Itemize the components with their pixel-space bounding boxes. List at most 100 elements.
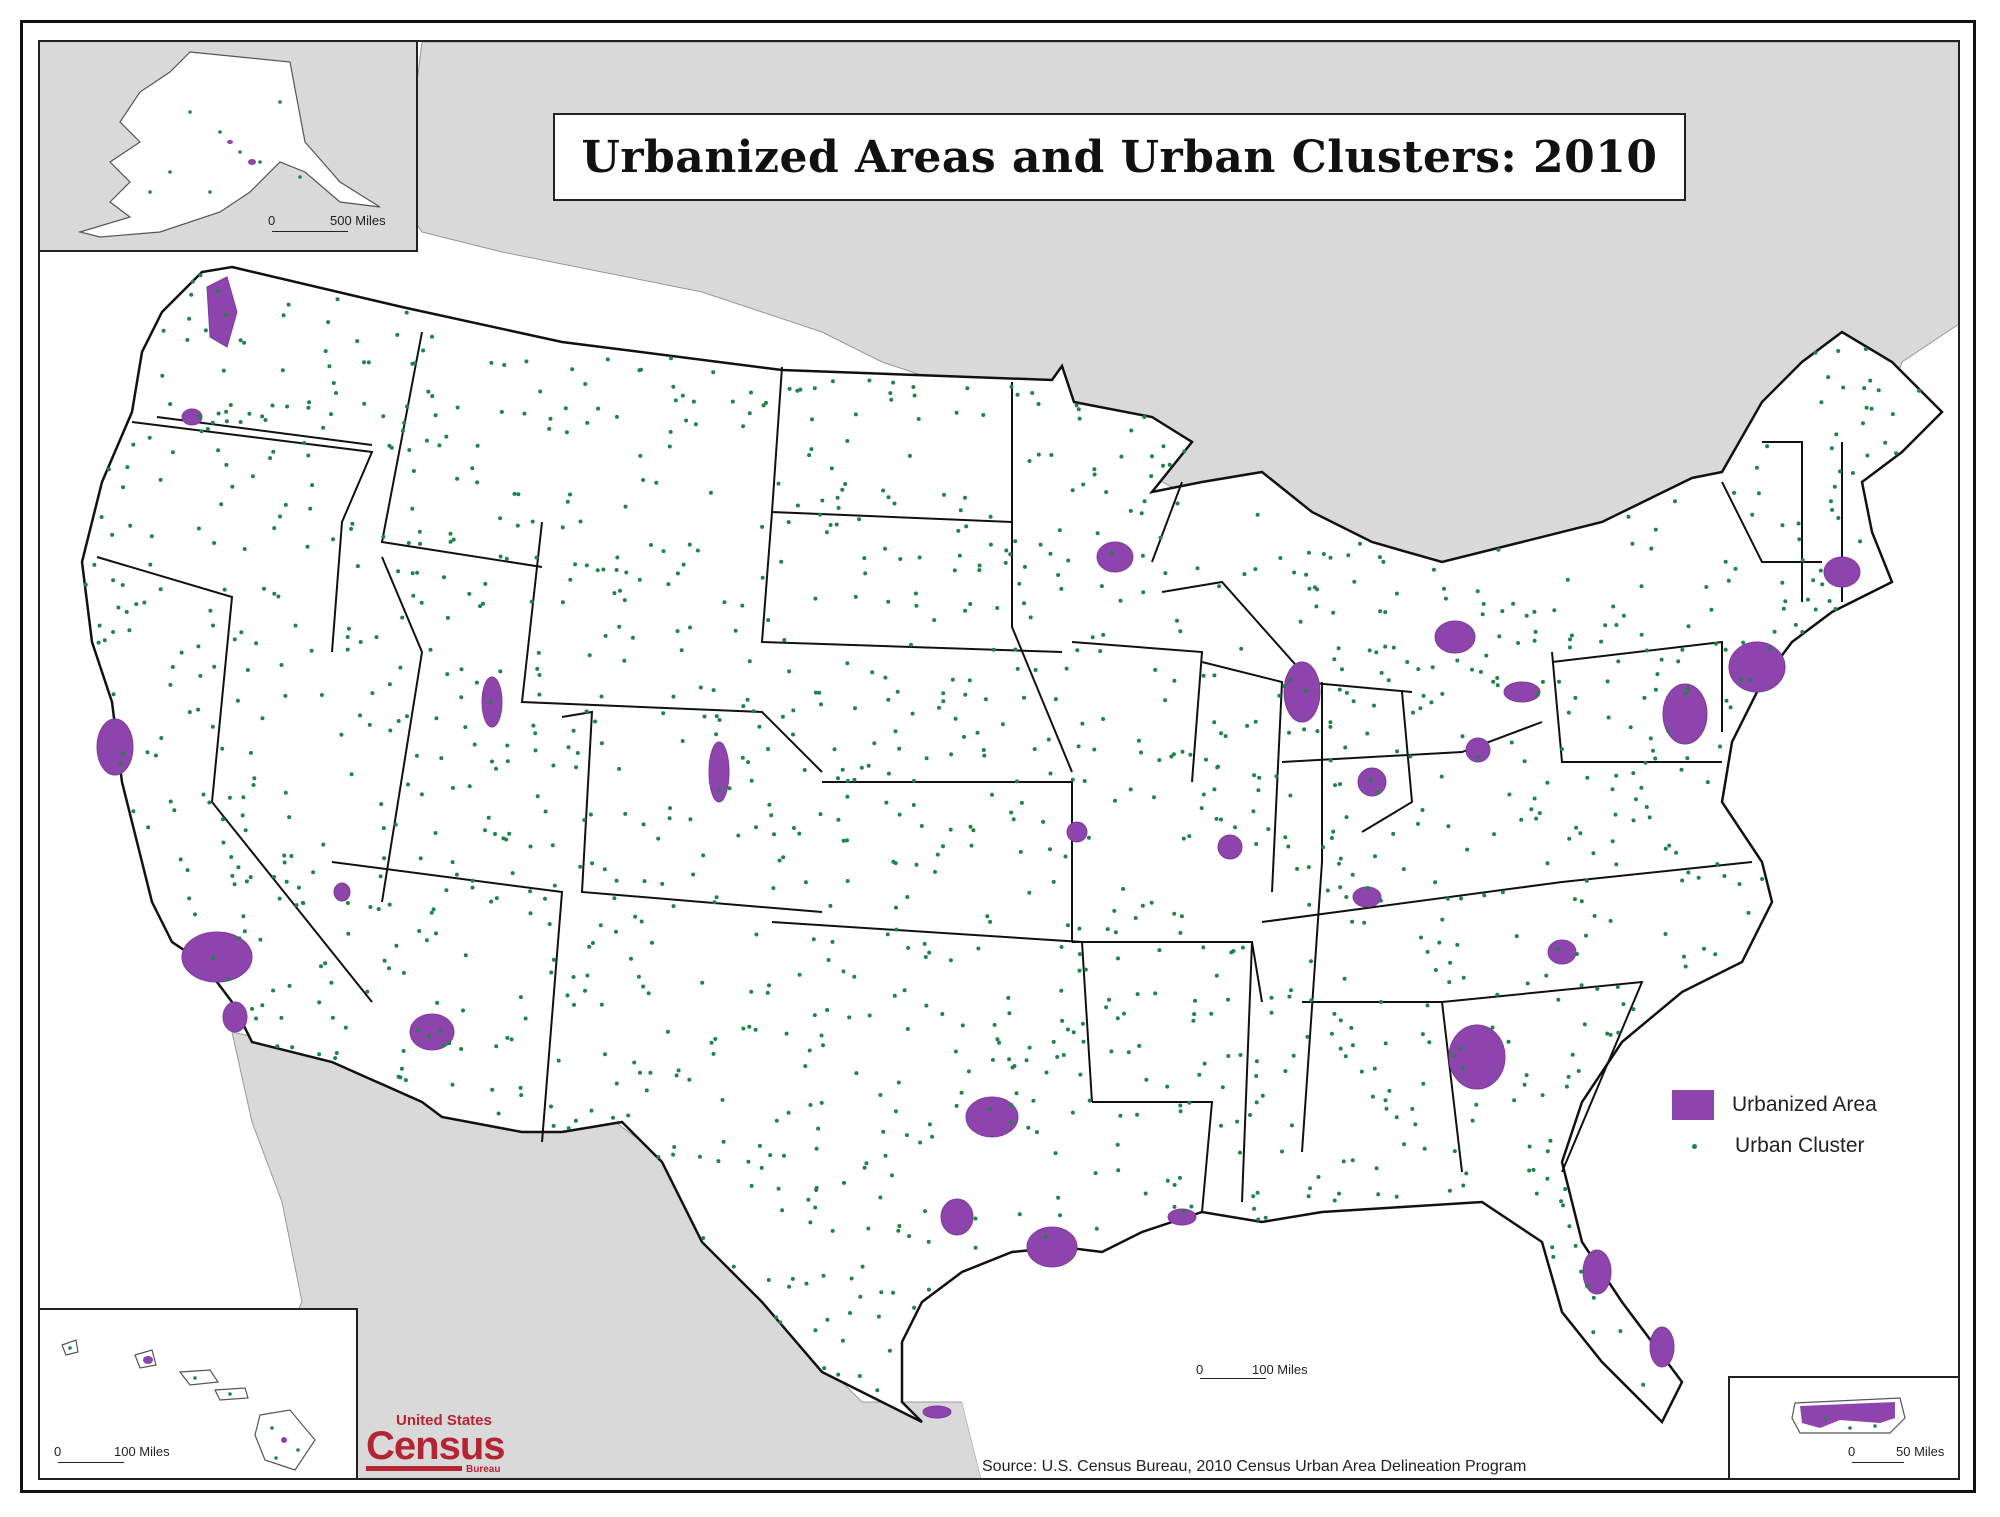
urban-cluster-dot — [1033, 668, 1038, 672]
urban-cluster-dot — [697, 1154, 702, 1159]
urban-cluster-dot — [897, 1224, 902, 1228]
urban-cluster-dot — [1545, 861, 1550, 866]
urban-cluster-dot — [747, 411, 752, 416]
urban-cluster-dot — [1610, 787, 1615, 792]
urban-cluster-dot — [1143, 1191, 1148, 1196]
urban-cluster-dot — [832, 747, 837, 752]
urban-cluster-dot — [862, 556, 867, 561]
urban-cluster-dot — [892, 993, 897, 998]
urban-cluster-dot — [1545, 780, 1550, 785]
urban-cluster-dot — [187, 896, 192, 901]
urban-cluster-dot — [523, 1016, 528, 1021]
urban-cluster-dot — [1673, 499, 1677, 504]
urban-cluster-dot — [654, 480, 659, 485]
urban-cluster-dot — [717, 718, 722, 722]
urban-cluster-dot — [949, 752, 954, 757]
urban-cluster-dot — [499, 409, 504, 414]
urban-cluster-dot — [822, 1366, 827, 1371]
urban-cluster-dot — [490, 1087, 495, 1092]
urban-cluster-dot — [603, 633, 608, 638]
urban-cluster-dot — [733, 628, 738, 633]
urban-cluster-dot — [826, 958, 831, 962]
legend-row-cluster: Urban Cluster — [1672, 1134, 1865, 1158]
urban-cluster-dot — [942, 492, 946, 497]
urban-cluster-dot — [963, 608, 968, 613]
urban-cluster-dot — [1894, 451, 1899, 456]
urban-cluster-dot — [927, 1122, 932, 1127]
urban-cluster-dot — [588, 812, 593, 817]
urban-cluster-dot — [661, 549, 666, 554]
urban-cluster-dot — [178, 857, 183, 862]
urban-cluster-dot — [1081, 482, 1086, 487]
urban-cluster-dot — [463, 953, 468, 958]
urban-cluster-dot — [741, 424, 746, 429]
urban-cluster-dot — [1862, 386, 1867, 391]
urban-cluster-dot — [1032, 747, 1037, 752]
urban-cluster-dot — [1359, 1069, 1364, 1074]
urban-cluster-dot — [1833, 607, 1838, 611]
urban-cluster-dot — [573, 562, 578, 567]
urban-cluster-dot — [836, 817, 841, 822]
urban-cluster-dot — [818, 812, 823, 817]
urban-cluster-dot — [1338, 1018, 1343, 1023]
urban-cluster-dot — [802, 768, 807, 772]
urban-cluster-dot — [668, 429, 673, 434]
urban-cluster-dot — [1128, 508, 1133, 513]
urban-cluster-dot — [1051, 1039, 1056, 1044]
urban-cluster-dot — [905, 895, 910, 899]
urban-cluster-dot — [216, 411, 221, 416]
urban-cluster-dot — [454, 872, 459, 877]
urban-cluster-dot — [895, 689, 900, 694]
urban-cluster-dot — [441, 1043, 446, 1048]
urban-cluster-dot — [1813, 350, 1818, 355]
urban-cluster-dot — [285, 404, 290, 409]
urban-cluster-dot — [1027, 1045, 1032, 1050]
urban-cluster-dot — [1177, 1175, 1182, 1180]
urban-cluster-dot — [430, 334, 434, 339]
urban-cluster-dot — [1358, 541, 1362, 546]
urban-cluster-dot — [1383, 1041, 1388, 1046]
urban-cluster-dot — [1152, 795, 1156, 800]
urban-cluster-dot — [624, 570, 629, 575]
urban-cluster-dot — [797, 831, 802, 836]
urban-cluster-dot — [1256, 1217, 1261, 1222]
urban-cluster-dot — [229, 855, 234, 859]
urban-cluster-dot — [660, 881, 665, 886]
urban-cluster-dot — [1525, 981, 1530, 986]
urban-cluster-dot — [1826, 375, 1831, 380]
urban-cluster-dot — [1216, 764, 1220, 769]
urban-cluster-dot — [1829, 446, 1834, 451]
urban-cluster-dot — [498, 554, 503, 559]
urban-cluster-dot — [1540, 1093, 1545, 1098]
urban-cluster-dot — [1107, 997, 1111, 1002]
urban-cluster-dot — [745, 697, 750, 702]
urban-cluster-dot — [1868, 378, 1873, 383]
urban-cluster-dot — [804, 1281, 809, 1286]
urban-cluster-dot — [1781, 606, 1786, 611]
urban-cluster-dot — [760, 575, 765, 580]
urban-cluster-dot — [956, 528, 961, 533]
urban-cluster-dot — [478, 604, 482, 609]
urban-cluster-dot — [552, 883, 557, 888]
urban-cluster-dot — [1094, 1226, 1099, 1231]
urban-cluster-dot — [1329, 1031, 1334, 1036]
gulf-water — [882, 1192, 1702, 1478]
urban-cluster-dot — [387, 443, 392, 448]
urban-cluster-dot — [661, 711, 666, 716]
urban-cluster-dot — [666, 582, 671, 587]
urban-cluster-dot — [1331, 610, 1336, 615]
urban-cluster-dot — [1269, 1010, 1274, 1015]
urban-cluster-dot — [309, 648, 314, 653]
urban-cluster-dot — [1869, 406, 1874, 411]
urban-cluster-dot — [1178, 1103, 1183, 1108]
urban-cluster-dot — [780, 714, 785, 719]
urban-cluster-dot — [335, 297, 340, 302]
urban-cluster-dot — [1178, 629, 1183, 634]
state-boundaries — [96, 331, 1843, 1213]
urban-cluster-dot — [1591, 1330, 1596, 1335]
urban-cluster-dot — [852, 777, 857, 782]
urban-cluster-dot — [1328, 555, 1333, 560]
urban-cluster-dot — [614, 1081, 619, 1086]
urban-cluster-dot — [490, 759, 494, 764]
urban-cluster-dot — [1373, 854, 1377, 859]
